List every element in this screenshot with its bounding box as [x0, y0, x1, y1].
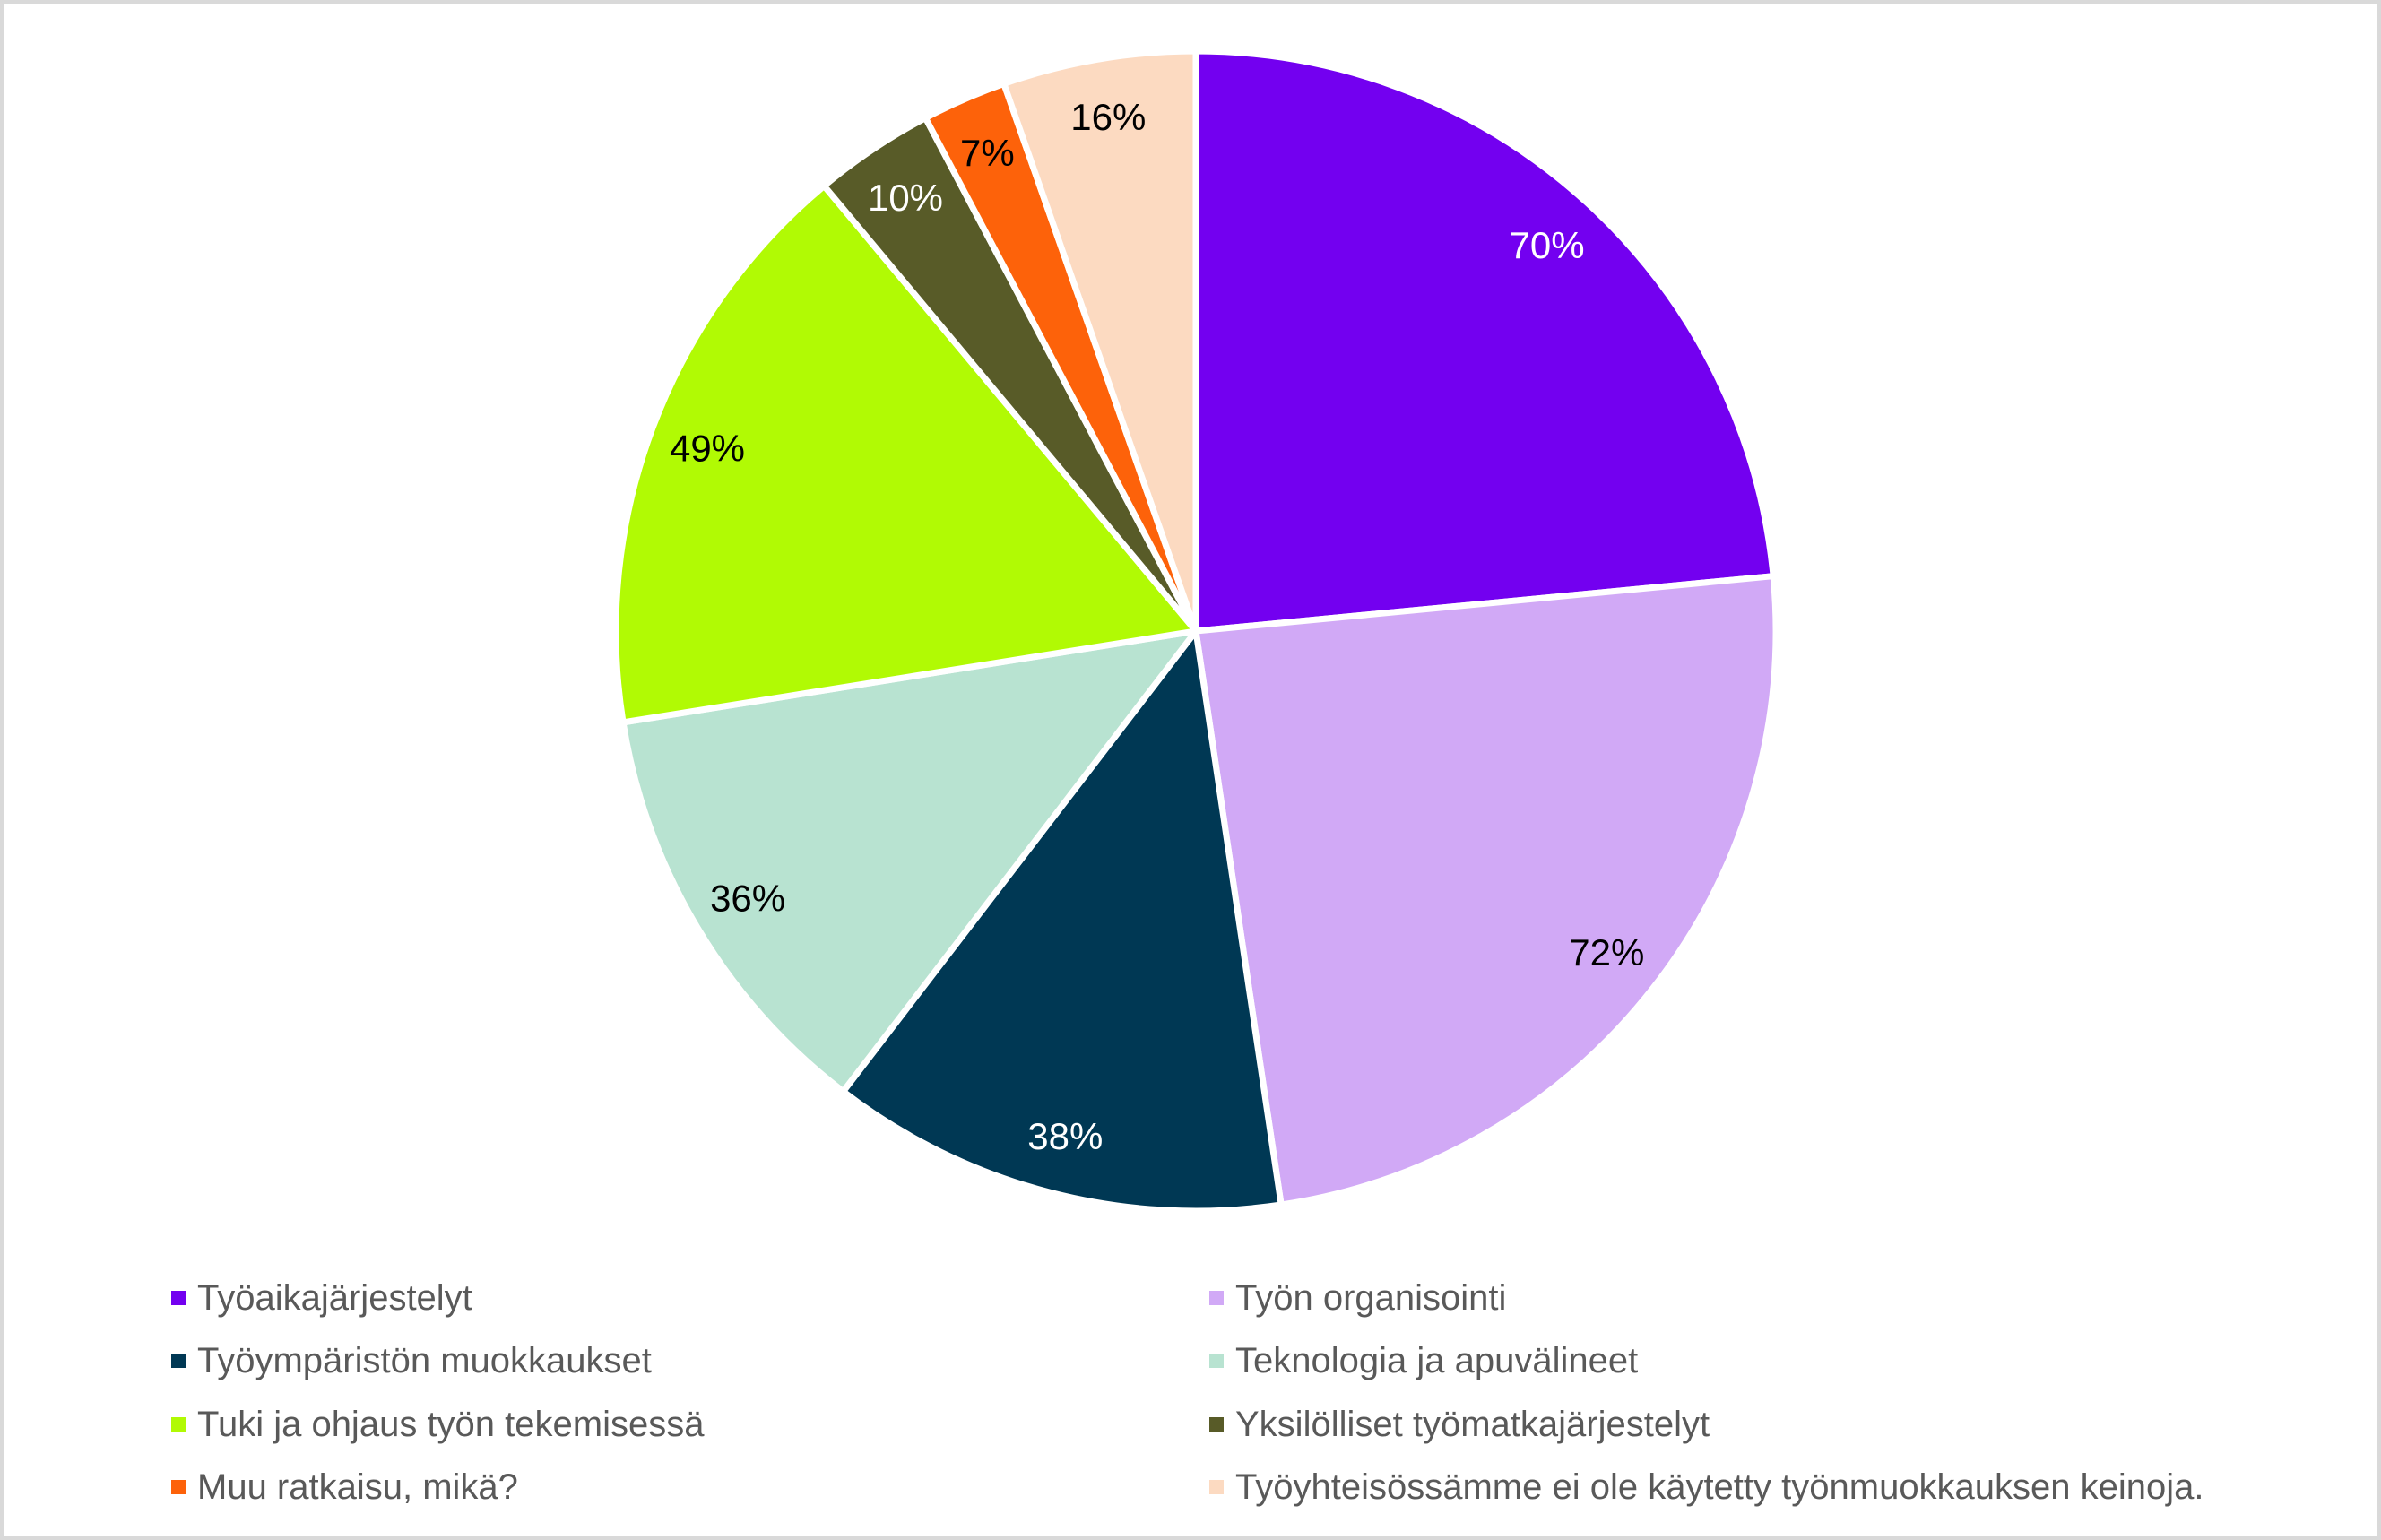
legend-swatch-icon — [1209, 1291, 1224, 1305]
pie-slice-3 — [619, 627, 1199, 1095]
pie-slice-7 — [1000, 48, 1199, 635]
pie-slice-value-label: 7% — [960, 132, 1015, 174]
legend-item-tyoaikajarjestelyt: Työaikajärjestelyt — [171, 1276, 472, 1319]
legend-swatch-icon — [171, 1354, 186, 1368]
legend-label: Teknologia ja apuvälineet — [1235, 1341, 1639, 1380]
pie-slice-value-label: 10% — [868, 177, 943, 219]
legend-label: Työympäristön muokkaukset — [197, 1341, 652, 1380]
pie-slice-value-label: 16% — [1070, 96, 1146, 138]
legend-item-yksilolliset-tyomatkajarjestelyt: Yksilölliset työmatkajärjestelyt — [1209, 1403, 1710, 1446]
legend-label: Tuki ja ohjaus työn tekemisessä — [197, 1405, 705, 1444]
legend-item-tyoympariston-muokkaukset: Työympäristön muokkaukset — [171, 1339, 652, 1382]
legend-item-muu-ratkaisu: Muu ratkaisu, mikä? — [171, 1466, 518, 1509]
legend-label: Työaikajärjestelyt — [197, 1278, 472, 1318]
pie-chart: 70% 72% 38% 36% 49% 10% 7% 16% — [612, 48, 1779, 1215]
legend-swatch-icon — [1209, 1354, 1224, 1368]
pie-slice-0 — [1192, 48, 1777, 635]
pie-slice-value-label: 72% — [1569, 931, 1644, 973]
pie-slice-value-label: 49% — [670, 427, 745, 469]
pie-slice-value-label: 36% — [710, 878, 785, 920]
legend-label: Muu ratkaisu, mikä? — [197, 1467, 518, 1507]
pie-slice-value-label: 38% — [1027, 1115, 1103, 1157]
legend-swatch-icon — [1209, 1417, 1224, 1432]
pie-slice-4 — [612, 182, 1199, 726]
legend-swatch-icon — [171, 1480, 186, 1494]
legend-item-tuki-ja-ohjaus: Tuki ja ohjaus työn tekemisessä — [171, 1403, 704, 1446]
legend-swatch-icon — [1209, 1480, 1224, 1494]
legend-label: Työyhteisössämme ei ole käytetty työnmuo… — [1235, 1467, 2204, 1507]
legend-label: Yksilölliset työmatkajärjestelyt — [1235, 1405, 1710, 1444]
legend-item-tyon-organisointi: Työn organisointi — [1209, 1276, 1506, 1319]
pie-slice-2 — [840, 627, 1285, 1215]
legend-item-teknologia-ja-apuvalineet: Teknologia ja apuvälineet — [1209, 1339, 1638, 1382]
pie-slice-1 — [1192, 573, 1779, 1208]
legend-label: Työn organisointi — [1235, 1278, 1507, 1318]
legend-swatch-icon — [171, 1291, 186, 1305]
pie-slice-value-label: 70% — [1510, 224, 1585, 266]
legend-swatch-icon — [171, 1417, 186, 1432]
legend-item-ei-kaytetty-keinoja: Työyhteisössämme ei ole käytetty työnmuo… — [1209, 1466, 2204, 1509]
